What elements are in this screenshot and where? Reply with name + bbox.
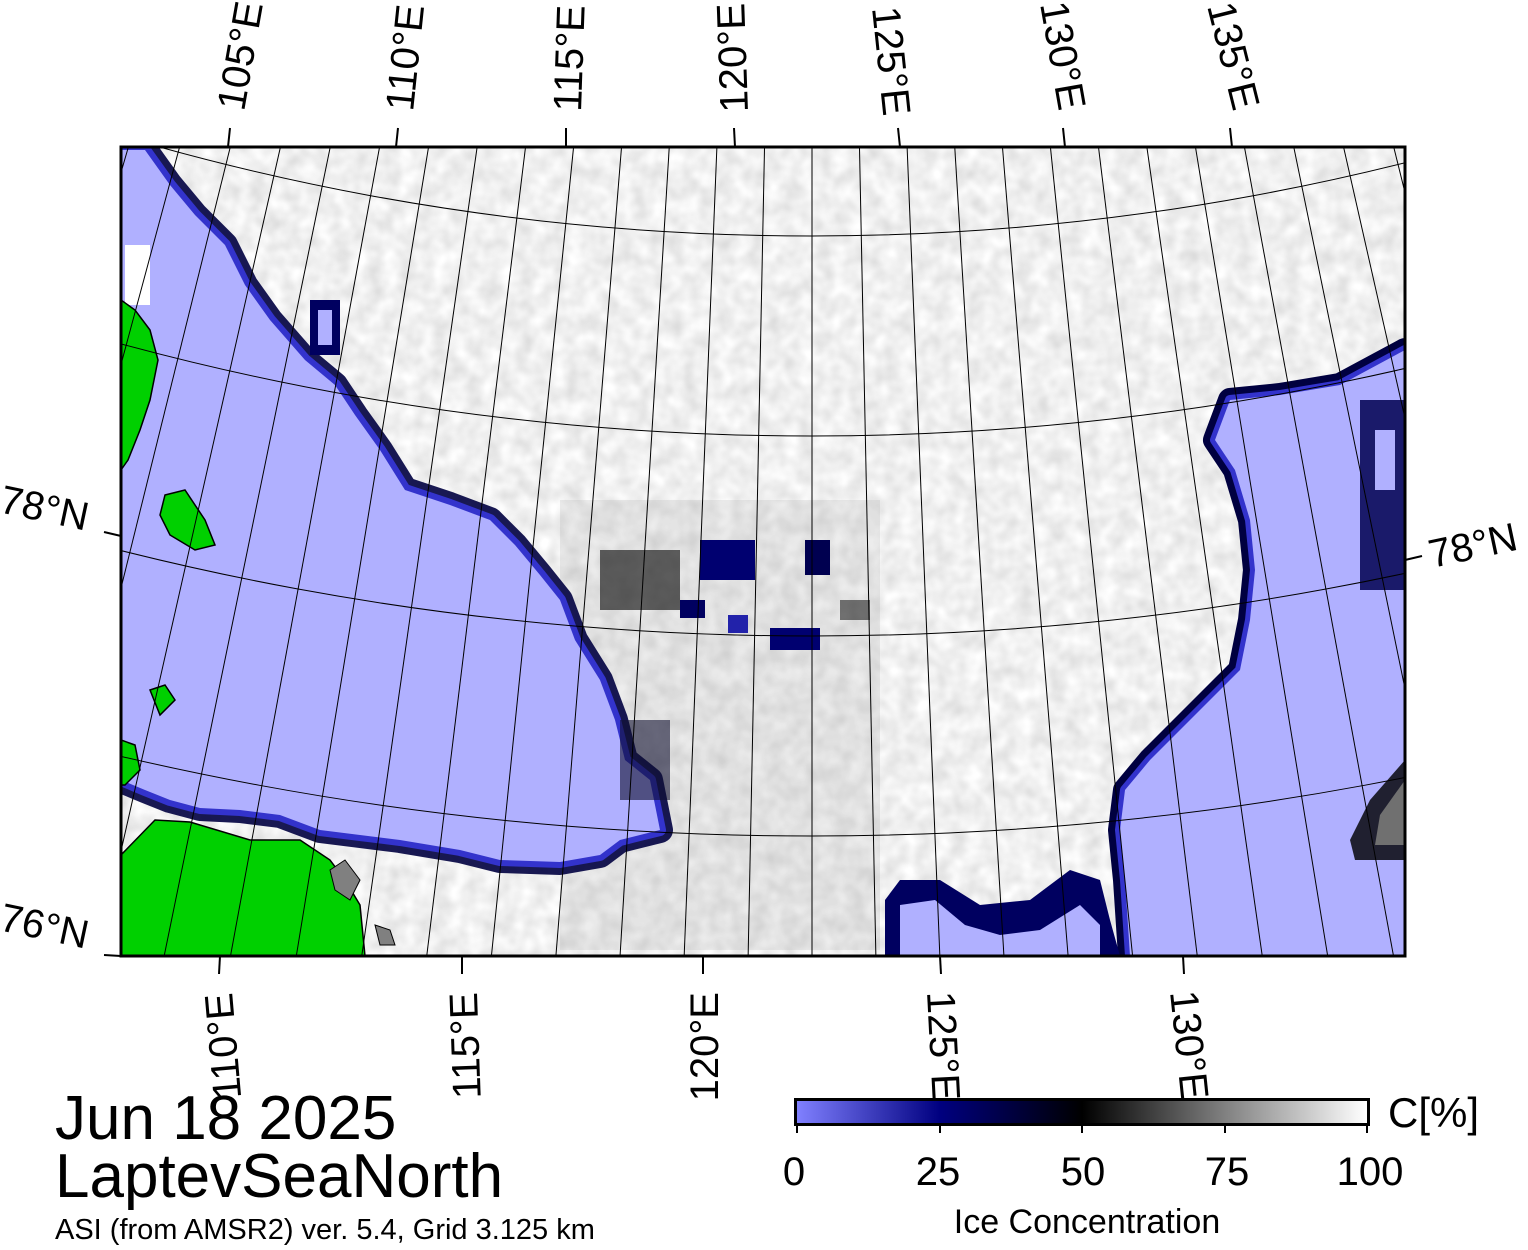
- lon-label-top-130: 130°E: [1031, 0, 1093, 113]
- colorbar-tick-mark: [938, 1123, 941, 1133]
- graticule-meridian: [121, 147, 181, 367]
- lat-label-right-78: 78°N: [1425, 515, 1522, 577]
- graticule-meridian: [361, 147, 478, 956]
- colorbar-tick-25: 25: [915, 1150, 961, 1194]
- frame-ticks: [103, 127, 1423, 975]
- lon-label-bottom-120: 120°E: [683, 992, 727, 1101]
- graticule-meridian: [1049, 147, 1134, 956]
- colorbar-tick-mark: [796, 1123, 798, 1133]
- lon-label-bottom-115: 115°E: [442, 992, 490, 1100]
- colorbar-tick-mark: [1081, 1123, 1083, 1133]
- ice-patches-central: [600, 540, 870, 800]
- graticule-meridian: [619, 147, 670, 956]
- graticule-meridian: [1194, 147, 1329, 956]
- lon-label-bottom-130: 130°E: [1161, 988, 1216, 1101]
- graticule-meridian: [121, 147, 281, 854]
- lon-label-top-125: 125°E: [863, 4, 918, 117]
- land-severnaya-zemlya: [121, 299, 159, 472]
- ice-patches-east: [1350, 400, 1405, 860]
- lon-label-bottom-125: 125°E: [918, 990, 968, 1102]
- graticule: [121, 147, 1405, 956]
- graticule-meridian: [747, 147, 766, 956]
- lon-label-top-120: 120°E: [709, 2, 757, 113]
- open-water-east: [1120, 350, 1405, 956]
- map-frame: [119, 145, 1407, 958]
- lon-labels-bottom: 110°E 115°E 120°E 125°E 130°E: [197, 988, 1216, 1101]
- lon-labels-top: 105°E 110°E 115°E 120°E 125°E 130°E 135°…: [210, 0, 1268, 118]
- lon-label-top-135: 135°E: [1198, 0, 1267, 114]
- lon-label-top-110: 110°E: [378, 2, 433, 112]
- lon-label-bottom-110: 110°E: [197, 991, 250, 1101]
- graticule-meridian: [163, 147, 331, 956]
- graticule-meridian: [954, 147, 1005, 956]
- graticule-meridian: [1146, 147, 1263, 956]
- graticule-meridian: [1343, 147, 1405, 421]
- colorbar-title: Ice Concentration: [953, 1203, 1221, 1241]
- graticule-meridian: [121, 147, 231, 591]
- graticule-meridian: [1293, 147, 1405, 692]
- graticule-meridian: [490, 147, 575, 956]
- ice-floes-west: [125, 245, 340, 355]
- open-water-west: [121, 150, 660, 862]
- graticule-meridian: [1393, 147, 1405, 195]
- graticule-meridian: [858, 147, 877, 956]
- colorbar-tick-mark: [1223, 1123, 1226, 1133]
- graticule-meridian: [1097, 147, 1198, 956]
- graticule-meridian: [1001, 147, 1069, 956]
- colorbar-tick-75: 75: [1204, 1150, 1250, 1194]
- lon-label-top-105: 105°E: [210, 0, 272, 114]
- colorbar-tick-0: 0: [782, 1150, 806, 1194]
- colorbar: [794, 1098, 1370, 1133]
- lat-label-left-78: 78°N: [0, 478, 93, 540]
- colorbar-unit: C[%]: [1388, 1089, 1480, 1136]
- colorbar-tick-50: 50: [1060, 1150, 1106, 1194]
- map-area: [121, 147, 1405, 956]
- lat-label-left-76: 76°N: [0, 896, 93, 958]
- colorbar-tick-100: 100: [1336, 1150, 1404, 1194]
- colorbar-tick-mark: [1366, 1123, 1368, 1133]
- graticule-meridian: [426, 147, 527, 956]
- region-title: LaptevSeaNorth: [55, 1142, 504, 1211]
- graticule-meridian: [906, 147, 941, 956]
- graticule-meridian: [555, 147, 623, 956]
- lon-label-top-115: 115°E: [546, 4, 594, 112]
- graticule-meridian: [683, 147, 718, 956]
- product-subtitle: ASI (from AMSR2) ver. 5.4, Grid 3.125 km: [55, 1214, 595, 1246]
- date-title: Jun 18 2025: [55, 1084, 397, 1153]
- open-water-south: [885, 870, 1120, 956]
- graticule-meridian: [295, 147, 430, 956]
